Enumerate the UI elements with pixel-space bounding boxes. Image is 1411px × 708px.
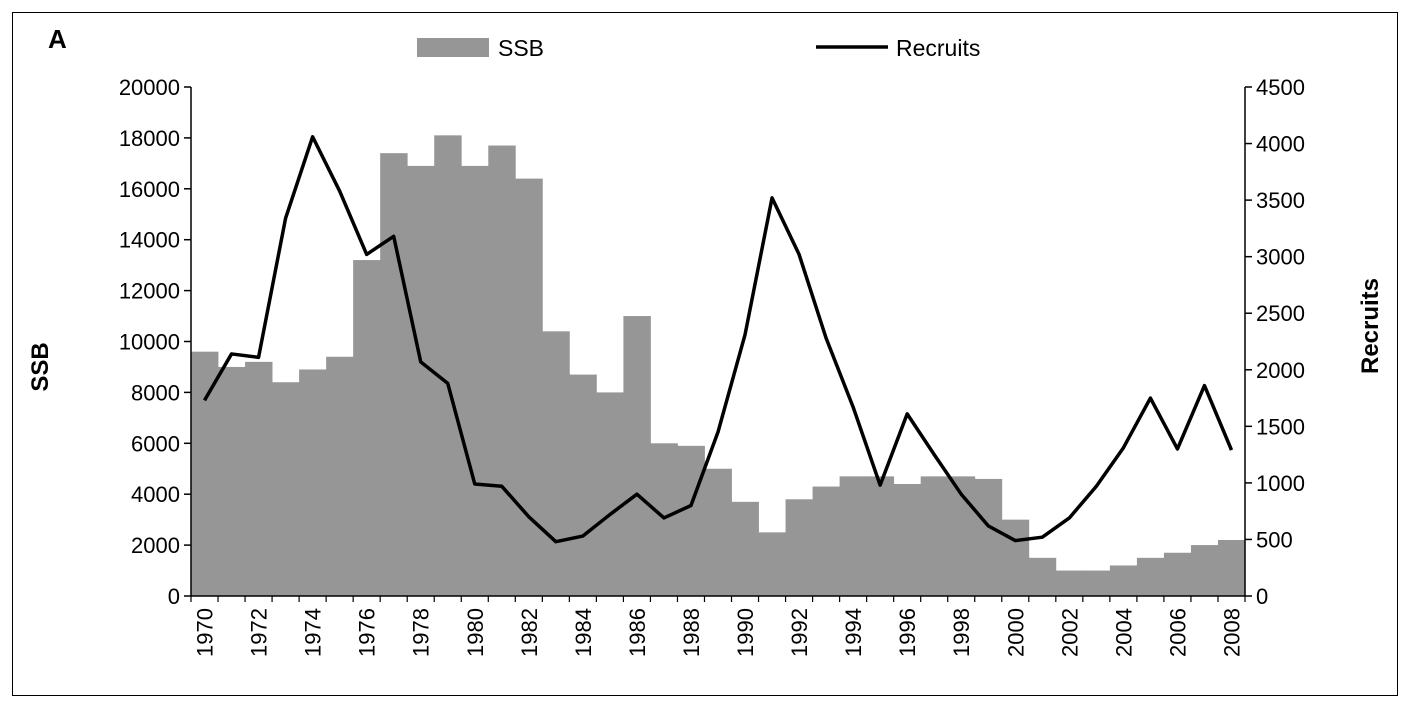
ssb-bar [893,484,922,596]
x-tick-label: 1994 [841,608,866,657]
y-tick-label: 10000 [119,330,180,355]
recruits-line [202,135,1234,544]
legend-swatch-ssb [417,38,489,57]
y-tick-label: 16000 [119,177,180,202]
y2-tick-label: 2000 [1256,358,1305,383]
ssb-bar [1082,570,1111,596]
x-tick-label: 1972 [247,608,272,657]
ssb-bars [191,135,1246,597]
x-tick-label: 1982 [517,608,542,657]
ssb-bar [1028,557,1057,596]
legend-label-recruits: Recruits [896,35,980,61]
ssb-bar [785,499,813,596]
ssb-bar [704,468,732,596]
ssb-bar [245,361,273,596]
ssb-bar [731,501,759,596]
ssb-bar [596,392,624,596]
x-tick-label: 2000 [1003,608,1028,657]
x-tick-label: 1984 [571,608,596,657]
ssb-bar [1163,552,1192,596]
y-tick-label: 12000 [119,279,180,304]
ssb-bar [677,445,705,596]
ssb-bar [434,135,462,596]
ssb-bar [353,260,381,596]
y-tick-label: 6000 [131,431,180,456]
legend: SSB Recruits [417,35,980,61]
x-tick-label: 1990 [733,608,758,657]
x-tick-label: 2004 [1111,608,1136,657]
y2-tick-label: 4500 [1256,75,1305,100]
ssb-bar [542,331,570,596]
ssb-bar [866,476,895,596]
y2-tick-label: 2500 [1256,301,1305,326]
legend-label-ssb: SSB [498,35,544,61]
recruits-line-layer [202,135,1234,544]
x-tick-label: 1992 [787,608,812,657]
y2-tick-label: 1500 [1256,414,1305,439]
y-tick-label: 14000 [119,228,180,253]
y2-tick-label: 3500 [1256,188,1305,213]
ssb-bar [299,369,327,596]
y2-tick-label: 0 [1256,584,1268,609]
x-tick-label: 1980 [463,608,488,657]
x-tick-label: 1976 [355,608,380,657]
y-axis-title: SSB [27,342,54,391]
x-tick-label: 1970 [193,608,218,657]
ssb-bar [461,165,489,596]
ssb-bar [1055,570,1084,596]
axes [184,86,1252,602]
ssb-bar [812,486,841,596]
x-tick-label: 1996 [895,608,920,657]
ssb-bar [839,476,868,596]
y-tick-label: 18000 [119,126,180,151]
y-tick-label: 8000 [131,380,180,405]
x-tick-label: 1986 [625,608,650,657]
x-tick-label: 2008 [1219,608,1244,657]
ssb-bar [1136,557,1165,596]
x-tick-label: 2002 [1057,608,1082,657]
ssb-bar [569,374,597,596]
ssb-bar [623,316,651,596]
tick-labels: 0200040006000800010000120001400016000180… [119,75,1305,657]
ssb-bar [407,165,435,596]
ssb-bar [758,532,786,597]
ssb-bar [1001,519,1030,596]
ssb-bar [1217,540,1246,596]
ssb-bar [1109,565,1138,596]
y2-tick-label: 3000 [1256,245,1305,270]
ssb-bar [218,366,246,596]
y-tick-label: 4000 [131,482,180,507]
x-tick-label: 1974 [301,608,326,657]
ssb-bar [191,351,219,596]
x-tick-label: 1988 [679,608,704,657]
ssb-bar [326,356,354,596]
ssb-bar [974,478,1003,596]
y-tick-label: 20000 [119,75,180,100]
y-tick-label: 2000 [131,533,180,558]
y2-axis-title: Recruits [1357,278,1384,374]
panel-label: A [48,24,67,54]
ssb-bar [1190,545,1219,596]
ssb-bar [488,145,516,596]
y-tick-label: 0 [168,584,180,609]
x-tick-label: 2006 [1165,608,1190,657]
y2-tick-label: 1000 [1256,471,1305,496]
ssb-bar [920,476,949,596]
y2-tick-label: 4000 [1256,132,1305,157]
ssb-bar [380,153,408,597]
y2-tick-label: 500 [1256,527,1293,552]
x-tick-label: 1998 [949,608,974,657]
x-tick-label: 1978 [409,608,434,657]
ssb-bar [515,178,543,596]
ssb-bar [272,382,300,596]
